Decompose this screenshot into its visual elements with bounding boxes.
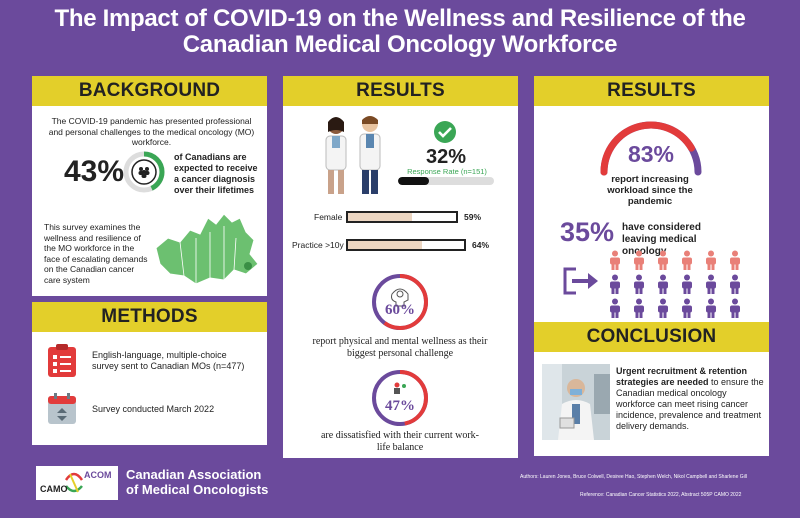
- balance-text: are dissatisfied with their current work…: [320, 430, 479, 453]
- clipboard-icon: [48, 344, 76, 377]
- bar-track-practice: [346, 239, 466, 251]
- leave-text: have considered leaving medical oncology: [622, 222, 701, 257]
- reference-text: Reference: Canadian Cancer Statistics 20…: [580, 492, 742, 498]
- leave-value: 35%: [560, 217, 615, 247]
- bar-label-female: Female: [314, 212, 343, 222]
- calendar-icon: [48, 393, 76, 424]
- page-title: The Impact of COVID-19 on the Wellness a…: [0, 6, 800, 58]
- response-rate-bar: [398, 177, 494, 185]
- workload-gauge-arc: [600, 121, 695, 176]
- stat-43-value: 43%: [64, 155, 125, 188]
- person-icon: [706, 298, 716, 318]
- conclusion-bold: Urgent recruitment & retention strategie…: [616, 366, 748, 387]
- background-heading: BACKGROUND: [32, 76, 267, 106]
- workload-text: report increasing workload since the pan…: [607, 174, 693, 207]
- results-right-heading: RESULTS: [534, 76, 769, 106]
- person-icon: [610, 274, 620, 294]
- person-icon-highlighted: [706, 250, 716, 270]
- person-icon: [730, 274, 740, 294]
- title-line-1: The Impact of COVID-19 on the Wellness a…: [54, 5, 746, 32]
- wellness-ring-chart: [372, 274, 428, 330]
- bar-fill-female: [348, 213, 412, 221]
- title-line-2: Canadian Medical Oncology Workforce: [182, 31, 618, 58]
- survey-description: This survey examines the wellness and re…: [44, 222, 148, 285]
- person-icon: [730, 298, 740, 318]
- person-icon: [682, 274, 692, 294]
- person-icon: [658, 274, 668, 294]
- doctor-photo: [542, 364, 610, 440]
- person-icon-highlighted: [730, 250, 740, 270]
- camo-logo-mark: [64, 472, 84, 493]
- response-rate-value: 32%: [425, 146, 467, 168]
- bar-track-female: [346, 211, 458, 223]
- balance-ring-chart: [372, 370, 428, 426]
- work-life-icon: [394, 382, 406, 394]
- conclusion-text: Urgent recruitment & retention strategie…: [616, 366, 764, 432]
- person-icon-highlighted: [682, 250, 692, 270]
- person-icon: [610, 298, 620, 318]
- person-icon: [634, 298, 644, 318]
- response-rate-fill: [398, 177, 429, 185]
- cancer-ring-chart: [123, 151, 165, 193]
- person-icon: [658, 298, 668, 318]
- stat-43-text: of Canadians are expected to receive a c…: [174, 152, 258, 195]
- response-rate-label: Response Rate (n=151): [407, 167, 487, 176]
- wellness-value: 60%: [385, 302, 415, 318]
- bar-value-female: 59%: [464, 212, 482, 222]
- conclusion-heading: CONCLUSION: [534, 322, 769, 352]
- methods-heading: METHODS: [32, 302, 267, 332]
- balance-value: 47%: [385, 398, 415, 414]
- brain-head-icon: [391, 288, 409, 307]
- authors-text: Authors: Lauren Jones, Bruce Colwell, De…: [520, 474, 747, 480]
- exit-arrow-icon: [563, 267, 598, 295]
- doctors-illustration: [325, 116, 381, 194]
- org-line-1: Canadian Association: [126, 467, 262, 482]
- org-line-2: of Medical Oncologists: [126, 482, 269, 497]
- org-name: Canadian Association of Medical Oncologi…: [126, 467, 268, 497]
- bar-fill-practice: [348, 241, 423, 249]
- workload-value: 83%: [627, 141, 675, 167]
- person-icon: [634, 274, 644, 294]
- logo-left-text: CAMO: [40, 484, 68, 494]
- results-mid-heading: RESULTS: [283, 76, 518, 106]
- conclusion-rest: to ensure the Canadian medical oncology …: [616, 377, 764, 431]
- canada-map: [155, 213, 259, 285]
- methods-item-1: English-language, multiple-choice survey…: [92, 350, 245, 371]
- people-grid: [608, 250, 754, 320]
- person-icon: [682, 298, 692, 318]
- person-icon: [706, 274, 716, 294]
- camo-logo: CAMO ACOM: [36, 466, 118, 500]
- background-intro: The COVID-19 pandemic has presented prof…: [48, 116, 255, 147]
- methods-item-2: Survey conducted March 2022: [92, 404, 215, 414]
- bar-value-practice: 64%: [472, 240, 490, 250]
- person-icon-highlighted: [634, 250, 644, 270]
- wellness-ring-arc: [372, 274, 428, 330]
- person-icon-highlighted: [658, 250, 668, 270]
- person-icon-highlighted: [610, 250, 620, 270]
- results-right-panel: [534, 98, 769, 328]
- methods-panel: [32, 325, 267, 445]
- check-circle-icon: [434, 121, 456, 143]
- balance-ring-arc: [372, 370, 428, 426]
- workload-gauge: [600, 121, 702, 176]
- wellness-text: report physical and mental wellness as t…: [312, 336, 488, 359]
- bar-label-practice: Practice >10y: [292, 240, 344, 250]
- cancer-ring-arc: [123, 151, 165, 193]
- people-group-icon: [138, 167, 150, 178]
- logo-right-text: ACOM: [84, 470, 112, 480]
